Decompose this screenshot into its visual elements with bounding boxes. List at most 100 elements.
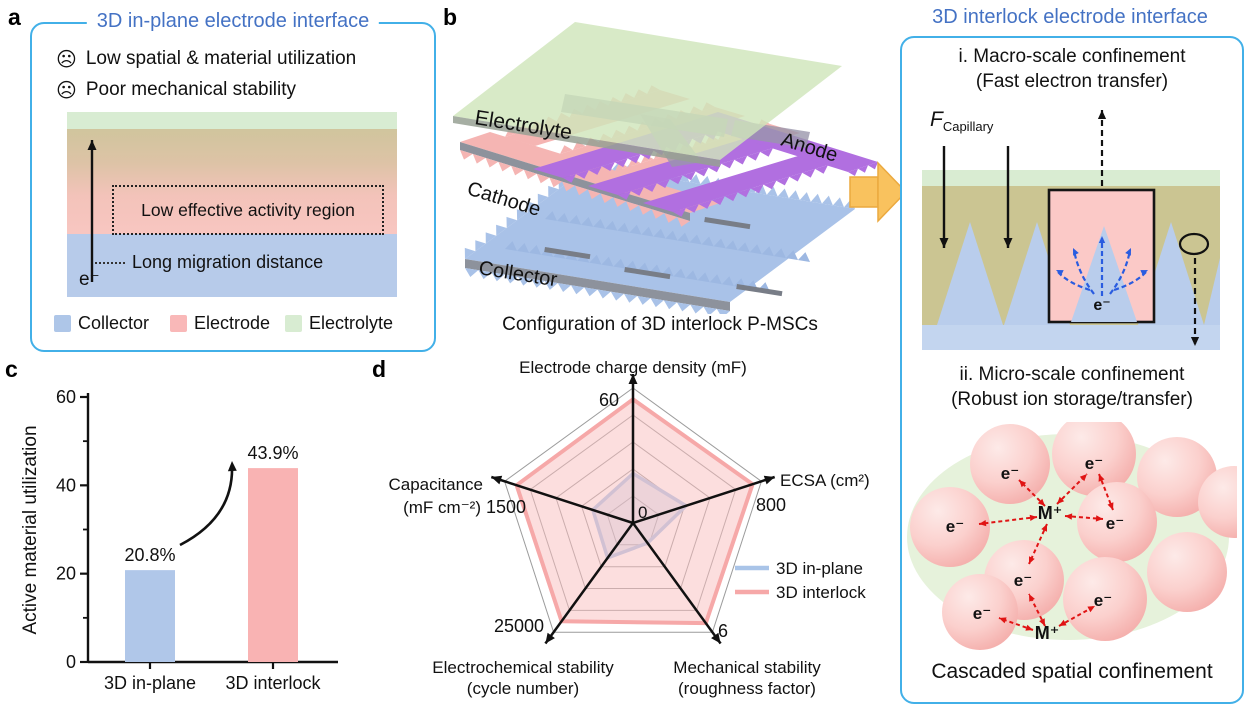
radar-series-1 (514, 397, 755, 626)
y-tick-label: 20 (56, 564, 76, 584)
collector-slot (544, 247, 591, 260)
ion-electron-arrow (1019, 480, 1027, 488)
transition-arrow (849, 176, 879, 208)
ion-electron-arrow (1057, 496, 1065, 504)
ion-electron-arrow (999, 617, 1007, 624)
ion-electron-arrow (1029, 556, 1035, 564)
legend-item-electrolyte: Electrolyte (285, 313, 393, 334)
ion-electron-arrow (1037, 498, 1045, 506)
electron-label: e⁻ (1085, 454, 1103, 473)
radar-spoke (628, 374, 638, 384)
issue-row: ☹ Poor mechanical stability (56, 79, 296, 101)
migration-row: Long migration distance (95, 252, 323, 273)
increase-arrow (179, 464, 234, 547)
radar-max-label: 25000 (494, 616, 544, 636)
legend-label: Collector (78, 313, 150, 333)
collector-slot (736, 284, 783, 297)
radar-axis-label: (mF cm⁻²) (403, 498, 481, 517)
electron-label: e⁻ (1001, 464, 1019, 483)
electrode-particle (910, 487, 990, 567)
cathode-spikes (460, 150, 690, 227)
electron-label: e⁻ (79, 269, 100, 290)
electrolyte-strip (922, 170, 1220, 186)
collector-spikes (590, 158, 855, 209)
radar-axis-label: Mechanical stability (673, 658, 821, 677)
transition-arrow (849, 161, 908, 223)
radar-grid (504, 387, 762, 633)
activity-region-label: Low effective activity region (141, 199, 355, 220)
ion-electron-arrow (1079, 474, 1087, 482)
electron-flow-arrow (1125, 248, 1131, 256)
micro-confinement-diagram: e⁻ e⁻ e⁻ e⁻ e⁻ e⁻ e⁻ M⁺ M⁺ (907, 422, 1237, 652)
ion-electron-arrow (1039, 618, 1045, 626)
radar-spoke (631, 522, 722, 645)
panel-label-a: a (8, 4, 21, 30)
anode-finger (643, 156, 828, 212)
collector-spike (1204, 258, 1220, 325)
radar-spoke (490, 475, 634, 525)
migration-label: Long migration distance (132, 252, 324, 272)
ion-electron-arrow (1029, 594, 1035, 602)
radar-spoke (545, 632, 555, 644)
collector-spikes (545, 211, 810, 262)
electron-label: e⁻ (1094, 591, 1112, 610)
issue-row: ☹ Low spatial & material utilization (56, 48, 356, 70)
increase-arrow (227, 461, 237, 472)
capillary-arrow (939, 238, 949, 248)
panel-label-b: b (443, 4, 458, 30)
collector-base (922, 325, 1220, 350)
electrode-particle (942, 574, 1018, 650)
interlock-interface-box: i. Macro-scale confinement (Fast electro… (900, 36, 1244, 704)
ion-electron-arrow (978, 516, 1038, 525)
legend-label: 3D interlock (776, 583, 866, 602)
ion-electron-arrow (1029, 514, 1037, 521)
electron-flow-arrow (1073, 248, 1079, 256)
anode-spikes (618, 148, 773, 200)
y-axis-title: Active material utilization (20, 425, 41, 634)
electrode-particle (1063, 557, 1147, 641)
interlock-3d-schematic: Electrolyte Anode Cathode Collector (453, 22, 908, 314)
ion-electron-arrow (1056, 473, 1088, 505)
cathode-spikes (560, 102, 715, 154)
ion-electron-arrow (1041, 524, 1047, 532)
issue-text: Poor mechanical stability (85, 79, 297, 100)
activity-region-box: Low effective activity region (112, 185, 384, 235)
anode-spikes (673, 165, 828, 217)
macro-confinement-diagram: e⁻ (922, 110, 1220, 350)
electrolyte-edge (453, 116, 720, 167)
radar-axis-label: (roughness factor) (678, 679, 816, 698)
radar-axis-label: Electrode charge density (mF) (519, 360, 747, 377)
panel-label-c: c (5, 356, 18, 382)
bar-chart: 0 20 40 60 Active material utilization 20.8% 3… (20, 387, 338, 693)
legend-label: 3D in-plane (776, 559, 863, 578)
to-micro-arrow (1190, 337, 1200, 346)
to-fast-transfer-arrow (1097, 110, 1107, 119)
collector-edge (465, 259, 730, 311)
ion-label: M⁺ (1038, 503, 1063, 523)
sad-face-icon: ☹ (56, 47, 77, 71)
ion-electron-arrow (1087, 606, 1095, 613)
radar-axis-label: Electrochemical stability (432, 658, 614, 677)
radar-spoke (711, 632, 721, 644)
zoom-circle (1178, 232, 1210, 256)
micro-subheading: (Robust ion storage/transfer) (951, 389, 1193, 410)
capillary-arrow (1003, 238, 1013, 248)
radar-spoke (544, 522, 635, 645)
legend-label: Electrode (194, 313, 271, 333)
radar-center-label: 0 (638, 503, 647, 522)
legend-item-electrode: Electrode (170, 313, 270, 334)
electron-flow-arrow (1140, 270, 1148, 276)
electrode-particle (1147, 532, 1227, 612)
bar-value-label: 20.8% (124, 545, 175, 565)
electron-label: e⁻ (1093, 297, 1110, 314)
bar (248, 468, 298, 662)
inplane-stack-diagram: Low effective activity region Long migra… (67, 112, 397, 297)
radar-max-label: 1500 (486, 497, 526, 517)
sad-face-icon: ☹ (56, 78, 77, 102)
electron-label: e⁻ (1106, 514, 1124, 533)
legend-label: Electrolyte (309, 313, 394, 333)
y-tick-label: 60 (56, 387, 76, 407)
radar-axis-label: (cycle number) (467, 679, 579, 698)
dotted-line (95, 261, 125, 264)
